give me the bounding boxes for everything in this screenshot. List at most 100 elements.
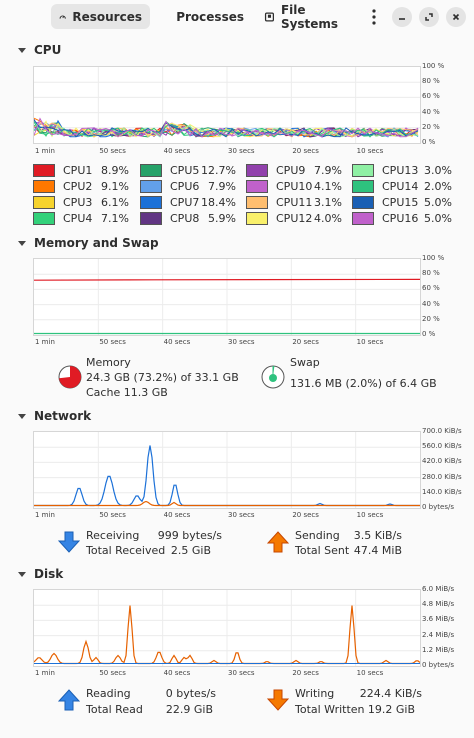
cpu-color-swatch[interactable] [33, 196, 55, 209]
cpu-legend-item[interactable]: CPU7 18.4% [140, 196, 245, 210]
x-tick-label: 20 secs [292, 511, 319, 519]
cpu-value: 5.9% [208, 212, 236, 225]
y-tick-label: 60 % [422, 92, 440, 101]
cpu-legend-item[interactable]: CPU13 3.0% [352, 164, 457, 178]
cpu-name: CPU1 [63, 164, 93, 177]
cpu-color-swatch[interactable] [246, 196, 268, 209]
x-tick-label: 40 secs [163, 511, 191, 519]
maximize-button[interactable] [419, 7, 439, 27]
cpu-legend-item[interactable]: CPU11 3.1% [246, 196, 351, 210]
cpu-color-swatch[interactable] [140, 180, 162, 193]
network-section-title: Network [34, 409, 92, 423]
x-tick-label: 40 secs [163, 147, 191, 155]
disk-section-header[interactable]: Disk [18, 567, 63, 581]
menu-icon[interactable] [371, 8, 377, 26]
sending-label: Sending [295, 529, 340, 542]
cpu-legend-item[interactable]: CPU2 9.1% [33, 180, 138, 194]
cpu-name: CPU16 [382, 212, 419, 225]
cpu-legend-item[interactable]: CPU14 2.0% [352, 180, 457, 194]
network-history-graph [33, 431, 421, 509]
close-button[interactable] [446, 7, 466, 27]
cpu-color-swatch[interactable] [352, 212, 374, 225]
tab-resources-label: Resources [72, 9, 142, 24]
maximize-icon [425, 13, 433, 21]
cpu-color-swatch[interactable] [140, 212, 162, 225]
cpu-name: CPU3 [63, 196, 93, 209]
collapse-icon [18, 413, 26, 419]
cpu-color-swatch[interactable] [246, 180, 268, 193]
cpu-color-swatch[interactable] [352, 196, 374, 209]
network-section-header[interactable]: Network [18, 409, 91, 423]
x-tick-label: 30 secs [228, 511, 255, 519]
total-received-value: 2.5 GiB [170, 544, 211, 557]
gauge-icon [59, 15, 66, 19]
header-bar: Resources Processes File Systems [0, 0, 474, 34]
cpu-legend-item[interactable]: CPU9 7.9% [246, 164, 351, 178]
cpu-color-swatch[interactable] [140, 196, 162, 209]
x-tick-label: 1 min [35, 338, 55, 346]
x-tick-label: 40 secs [163, 338, 191, 346]
cpu-color-swatch[interactable] [352, 164, 374, 177]
total-received-label: Total Received [86, 544, 166, 557]
cpu-legend-item[interactable]: CPU12 4.0% [246, 212, 351, 226]
cpu-value: 3.1% [314, 196, 342, 209]
x-tick-label: 1 min [35, 147, 55, 155]
cpu-legend-item[interactable]: CPU6 7.9% [140, 180, 245, 194]
swap-pie-icon [261, 365, 285, 389]
cpu-color-swatch[interactable] [352, 180, 374, 193]
swap-usage: 131.6 MB (2.0%) of 6.4 GB [290, 377, 437, 390]
minimize-button[interactable] [392, 7, 412, 27]
network-history-plot [34, 432, 420, 508]
write-arrow-icon [267, 689, 289, 711]
cpu-legend-item[interactable]: CPU3 6.1% [33, 196, 138, 210]
tab-processes[interactable]: Processes [162, 4, 252, 29]
cpu-color-swatch[interactable] [140, 164, 162, 177]
memory-history-plot [34, 259, 420, 335]
memory-section-header[interactable]: Memory and Swap [18, 236, 159, 250]
cpu-name: CPU12 [276, 212, 313, 225]
cpu-color-swatch[interactable] [33, 180, 55, 193]
y-tick-label: 0 bytes/s [422, 503, 454, 511]
cpu-value: 7.9% [314, 164, 342, 177]
y-tick-label: 560.0 KiB/s [422, 442, 462, 451]
y-tick-label: 40 % [422, 299, 440, 308]
cpu-name: CPU11 [276, 196, 313, 209]
cpu-name: CPU7 [170, 196, 200, 209]
cpu-color-swatch[interactable] [33, 164, 55, 177]
tab-resources[interactable]: Resources [51, 4, 150, 29]
cpu-legend-item[interactable]: CPU15 5.0% [352, 196, 457, 210]
y-tick-label: 6.0 MiB/s [422, 585, 455, 593]
cpu-legend-item[interactable]: CPU1 8.9% [33, 164, 138, 178]
cpu-legend-item[interactable]: CPU10 4.1% [246, 180, 351, 194]
cpu-section-title: CPU [34, 43, 62, 57]
cpu-section-header[interactable]: CPU [18, 43, 61, 57]
collapse-icon [18, 571, 26, 577]
x-tick-label: 1 min [35, 511, 55, 519]
x-tick-label: 20 secs [292, 669, 319, 677]
cpu-legend-item[interactable]: CPU8 5.9% [140, 212, 245, 226]
cpu-value: 4.1% [314, 180, 342, 193]
cpu-legend-item[interactable]: CPU5 12.7% [140, 164, 245, 178]
writing-value: 224.4 KiB/s [359, 687, 422, 700]
cpu-legend-item[interactable]: CPU16 5.0% [352, 212, 457, 226]
total-written-value: 19.2 GiB [367, 703, 415, 716]
cpu-name: CPU10 [276, 180, 313, 193]
cpu-color-swatch[interactable] [246, 212, 268, 225]
total-written-label: Total Written [295, 703, 365, 716]
y-tick-label: 0 % [422, 138, 436, 146]
cpu-value: 2.0% [424, 180, 452, 193]
cpu-value: 3.0% [424, 164, 452, 177]
cpu-value: 4.0% [314, 212, 342, 225]
x-tick-label: 50 secs [99, 147, 126, 155]
y-tick-label: 80 % [422, 269, 440, 278]
y-tick-label: 100 % [422, 62, 445, 70]
tab-file-systems[interactable]: File Systems [256, 3, 356, 31]
cpu-color-swatch[interactable] [33, 212, 55, 225]
drive-icon [264, 11, 274, 22]
memory-pie-icon [58, 365, 82, 389]
x-tick-label: 10 secs [356, 511, 384, 519]
cpu-color-swatch[interactable] [246, 164, 268, 177]
cpu-history-plot [34, 67, 420, 143]
cpu-legend-item[interactable]: CPU4 7.1% [33, 212, 138, 226]
reading-value: 0 bytes/s [165, 687, 216, 700]
